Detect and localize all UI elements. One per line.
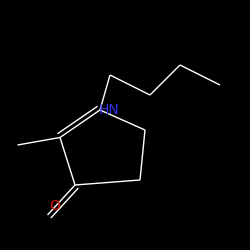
Text: HN: HN <box>98 103 119 117</box>
Text: O: O <box>50 199 60 213</box>
